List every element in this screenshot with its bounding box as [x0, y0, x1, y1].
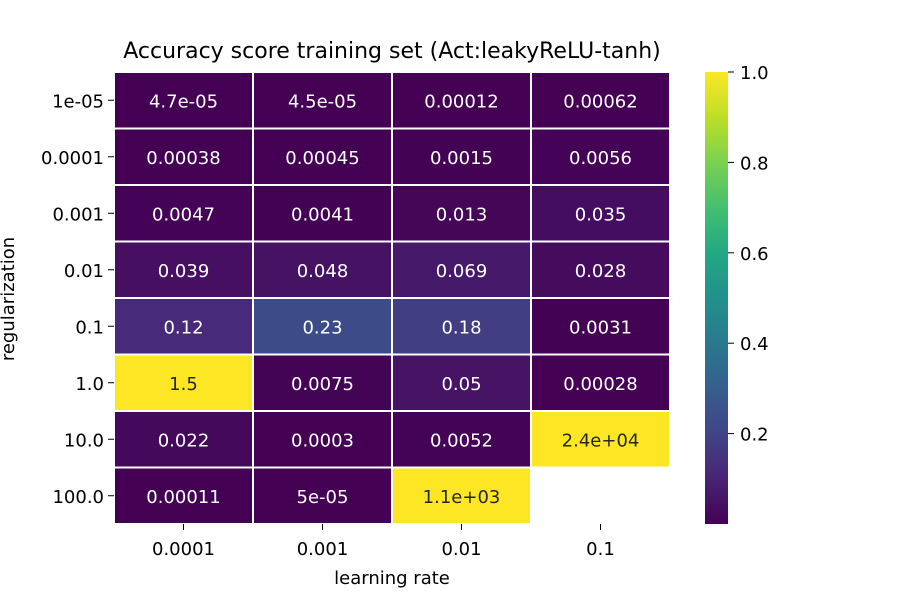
- heatmap-cell: [391, 353, 532, 412]
- heatmap-cell: [252, 353, 393, 412]
- cell-annotation: 0.0052: [430, 430, 493, 451]
- heatmap-cell: [530, 240, 671, 299]
- cell-annotation: 0.00045: [285, 148, 359, 169]
- cell-annotation: 0.0041: [291, 204, 354, 225]
- heatmap-cell: [530, 297, 671, 356]
- y-tick-label: 100.0: [52, 487, 104, 508]
- y-tick-label: 0.1: [75, 317, 104, 338]
- colorbar-tick-label: 0.6: [740, 244, 769, 265]
- heatmap-cell: [113, 466, 254, 525]
- cell-annotation: 0.048: [297, 261, 349, 282]
- y-tick-label: 10.0: [64, 430, 104, 451]
- heatmap-cell: [530, 353, 671, 412]
- cell-annotation: 0.0015: [430, 148, 493, 169]
- cell-annotation: 0.035: [575, 204, 627, 225]
- cell-annotations: 4.7e-05 4.5e-05 0.00012 0.00062 0.00038 0.000…: [146, 91, 639, 508]
- heatmap-cell: [530, 127, 671, 186]
- heatmap-cell: [252, 127, 393, 186]
- x-tick-label: 0.001: [297, 539, 349, 560]
- cell-annotation: 0.0003: [291, 430, 354, 451]
- cell-annotation: 0.18: [441, 317, 481, 338]
- heatmap-cell: [530, 410, 671, 469]
- cell-annotation: 4.5e-05: [288, 91, 357, 112]
- cell-annotation: 0.022: [158, 430, 210, 451]
- cell-annotation: 0.00011: [146, 487, 220, 508]
- heatmap-cell: [252, 71, 393, 130]
- cell-annotation: 0.0056: [569, 148, 632, 169]
- cell-annotation: 0.0075: [291, 374, 354, 395]
- cell-annotation: 0.039: [158, 261, 210, 282]
- x-tick-label: 0.01: [441, 539, 481, 560]
- heatmap-cell: [252, 240, 393, 299]
- cell-annotation: 0.0031: [569, 317, 632, 338]
- x-axis-label: learning rate: [334, 568, 450, 589]
- chart-title: Accuracy score training set (Act:leakyRe…: [123, 39, 660, 64]
- cell-annotation: 0.12: [163, 317, 203, 338]
- y-axis-ticks: 1e-05 0.0001 0.001 0.01 0.1 1.0 10.0 100.0: [41, 91, 114, 508]
- cell-annotation: 0.013: [436, 204, 488, 225]
- heatmap-cell: [530, 184, 671, 243]
- cell-annotation: 0.00062: [563, 91, 637, 112]
- y-tick-label: 1e-05: [52, 91, 104, 112]
- cell-annotation: 0.00028: [563, 374, 637, 395]
- cell-annotation: 2.4e+04: [562, 430, 640, 451]
- cell-annotation: 0.00038: [146, 148, 220, 169]
- y-axis-label: regularization: [0, 237, 19, 361]
- heatmap-cell: [391, 410, 532, 469]
- cell-annotation: 1.1e+03: [423, 487, 501, 508]
- cell-annotation: 0.028: [575, 261, 627, 282]
- heatmap-cell: [391, 297, 532, 356]
- cell-annotation: 1.5: [169, 374, 198, 395]
- cell-annotation: 5e-05: [297, 487, 349, 508]
- cell-annotation: 4.7e-05: [149, 91, 218, 112]
- y-tick-label: 0.001: [52, 204, 104, 225]
- cell-annotation: 0.05: [441, 374, 481, 395]
- heatmap-cell: [113, 353, 254, 412]
- x-tick-label: 0.1: [586, 539, 615, 560]
- colorbar-tick-label: 0.4: [740, 334, 769, 355]
- x-axis-ticks: 0.0001 0.001 0.01 0.1: [152, 524, 615, 560]
- heatmap-cell: [252, 297, 393, 356]
- heatmap-cells: [113, 71, 671, 525]
- cell-annotation: 0.00012: [424, 91, 498, 112]
- cell-annotation: 0.23: [302, 317, 342, 338]
- colorbar-ticks: 0.2 0.4 0.6 0.8 1.0: [728, 63, 769, 446]
- heatmap-cell: [391, 466, 532, 525]
- colorbar-tick-label: 1.0: [740, 63, 769, 84]
- colorbar-tick-label: 0.2: [740, 425, 769, 446]
- y-tick-label: 0.0001: [41, 148, 104, 169]
- y-tick-label: 0.01: [64, 261, 104, 282]
- colorbar-tick-label: 0.8: [740, 153, 769, 174]
- heatmap-cell: [530, 71, 671, 130]
- heatmap-cell: [252, 184, 393, 243]
- y-tick-label: 1.0: [75, 374, 104, 395]
- cell-annotation: 0.0047: [152, 204, 215, 225]
- colorbar: [705, 72, 728, 524]
- cell-annotation: 0.069: [436, 261, 488, 282]
- x-tick-label: 0.0001: [152, 539, 215, 560]
